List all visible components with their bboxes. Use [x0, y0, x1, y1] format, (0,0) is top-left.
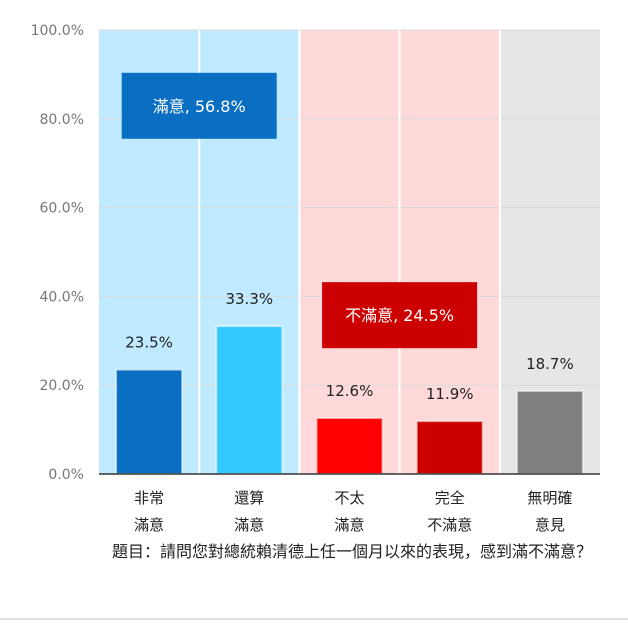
value-label: 18.7% [526, 355, 574, 373]
category-label: 完全 [435, 489, 465, 507]
y-tick-label: 40.0% [40, 289, 84, 305]
y-tick-label: 60.0% [40, 201, 84, 217]
value-label: 23.5% [125, 334, 173, 352]
y-tick-label: 0.0% [48, 467, 84, 483]
value-labels: 23.5% 33.3% 12.6% 11.9% 18.7% [125, 290, 573, 403]
value-label: 12.6% [326, 382, 374, 400]
group-summary-box-1 [322, 282, 478, 349]
group-summary-boxes: 滿意, 56.8% 不滿意, 24.5% [121, 72, 478, 349]
bar [415, 420, 484, 475]
group-summary-label: 滿意, 56.8% [153, 97, 246, 116]
group-summary-box-0 [121, 72, 277, 139]
value-label: 33.3% [225, 290, 273, 308]
value-label: 11.9% [426, 385, 474, 403]
group-summary-label: 不滿意, 24.5% [345, 306, 454, 325]
bars [115, 325, 584, 476]
bar [215, 325, 284, 476]
bar-chart: 0.0% 20.0% 40.0% 60.0% 80.0% 100.0% 23.5% 33.3… [31, 23, 600, 534]
y-axis-ticks: 0.0% 20.0% 40.0% 60.0% 80.0% 100.0% [31, 23, 84, 483]
question-caption: 題目：請問您對總統賴清德上任一個月以來的表現，感到滿不滿意？ [112, 542, 593, 561]
y-tick-label: 20.0% [40, 378, 84, 394]
y-tick-label: 80.0% [40, 112, 84, 128]
category-label: 意見 [535, 516, 565, 534]
bar [315, 417, 384, 475]
bar [115, 368, 184, 475]
category-label: 滿意 [334, 516, 364, 534]
category-label: 還算 [234, 489, 264, 507]
category-label: 不太 [334, 489, 364, 507]
category-label: 無明確 [527, 489, 572, 507]
category-label: 非常 [134, 489, 164, 507]
category-label: 滿意 [234, 516, 264, 534]
bottom-divider [0, 618, 628, 620]
category-label: 不滿意 [427, 516, 472, 534]
category-label: 滿意 [134, 516, 164, 534]
y-tick-label: 100.0% [31, 23, 84, 39]
bar [515, 389, 584, 475]
gridlines [99, 29, 600, 474]
